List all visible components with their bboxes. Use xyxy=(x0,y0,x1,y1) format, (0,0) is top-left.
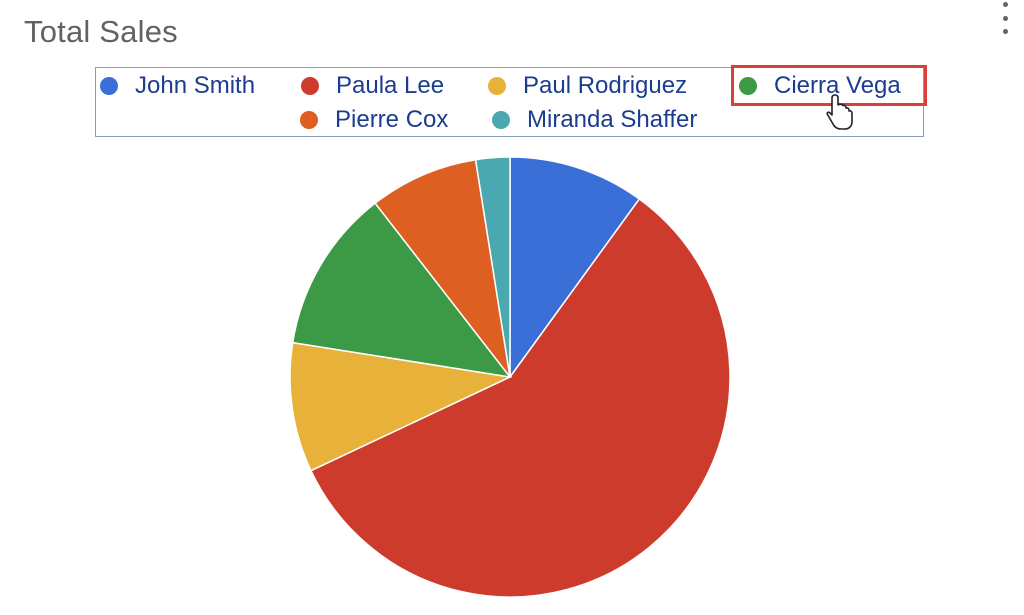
legend-label: Paul Rodriguez xyxy=(523,72,688,99)
legend-dot xyxy=(100,77,118,95)
legend-dot xyxy=(488,77,506,95)
legend-label: Paula Lee xyxy=(336,72,445,99)
legend-dot xyxy=(492,111,510,129)
legend-item-pierre-cox[interactable]: Pierre Cox xyxy=(300,104,448,136)
legend-dot xyxy=(300,111,318,129)
legend-dot xyxy=(301,77,319,95)
legend-item-miranda-shaffer[interactable]: Miranda Shaffer xyxy=(492,104,697,136)
chart-title: Total Sales xyxy=(24,14,178,49)
pie-slice-john-smith[interactable] xyxy=(509,156,641,380)
legend-item-john-smith[interactable]: John Smith xyxy=(100,70,255,102)
mouse-pointer-icon xyxy=(826,94,853,130)
legend-dot xyxy=(739,77,757,95)
legend-label: Pierre Cox xyxy=(335,106,449,133)
legend-label: Cierra Vega xyxy=(774,72,901,99)
pie-slice-paul-rodriguez[interactable] xyxy=(289,341,513,472)
legend-item-paul-rodriguez[interactable]: Paul Rodriguez xyxy=(488,70,687,102)
chart-legend: John Smith Paula Lee Paul Rodriguez Cier… xyxy=(95,67,924,137)
legend-label: John Smith xyxy=(135,72,256,99)
pie-slice-paula-lee[interactable] xyxy=(309,197,731,598)
legend-item-paula-lee[interactable]: Paula Lee xyxy=(301,70,444,102)
pie-slice-cierra-vega[interactable] xyxy=(291,202,512,379)
more-vert-icon[interactable] xyxy=(998,2,1012,34)
pie-slice-miranda-shaffer[interactable] xyxy=(474,156,511,378)
legend-item-cierra-vega[interactable]: Cierra Vega xyxy=(739,70,901,102)
pie-slice-pierre-cox[interactable] xyxy=(374,158,511,378)
legend-label: Miranda Shaffer xyxy=(527,106,698,133)
